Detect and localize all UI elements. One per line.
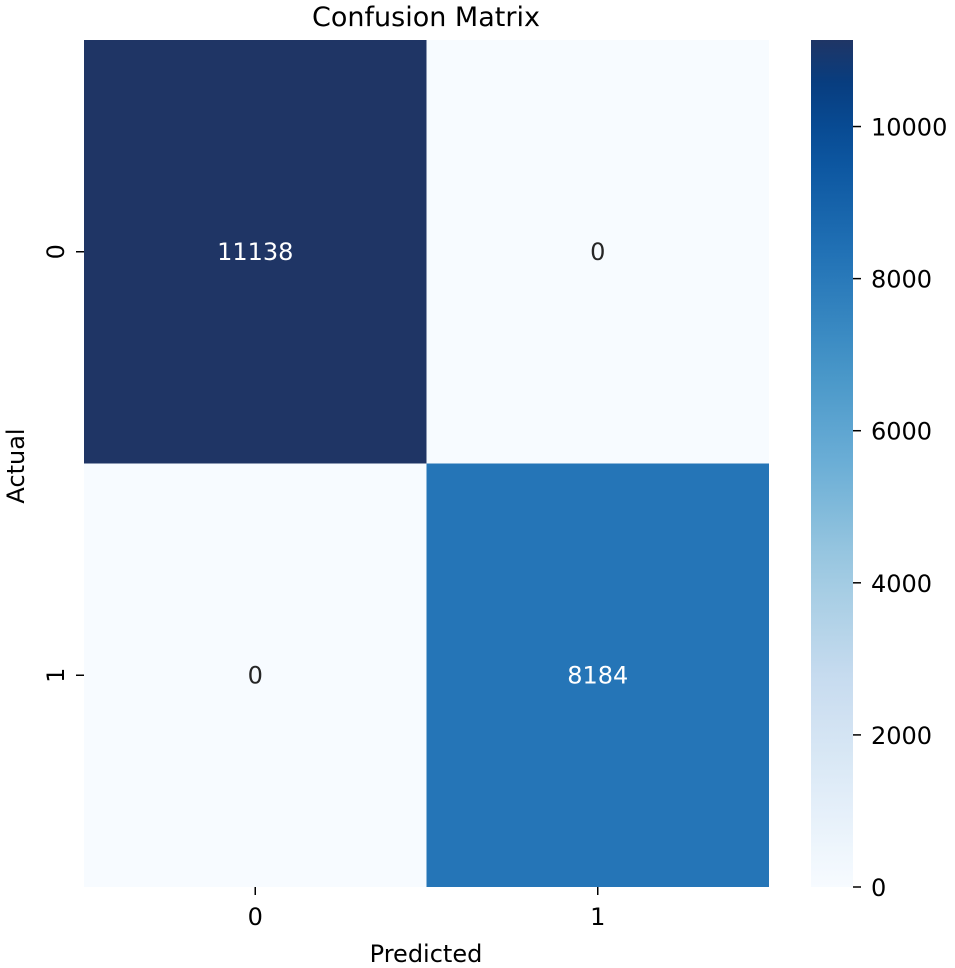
- colorbar-tick-label: 2000: [871, 722, 932, 750]
- y-axis-label: Actual: [2, 428, 30, 503]
- colorbar-tick-label: 0: [871, 874, 886, 902]
- colorbar: [811, 40, 853, 887]
- colorbar-tick-label: 10000: [871, 114, 947, 142]
- heatmap-cell: [84, 40, 427, 464]
- y-tick-label: 0: [42, 244, 70, 259]
- x-tick-label: 1: [590, 903, 605, 931]
- heatmap-cell-labels: 11138 0 0 8184: [217, 238, 628, 690]
- x-axis-label: Predicted: [370, 940, 483, 968]
- y-axis-ticks: 01: [42, 244, 84, 683]
- cell-value-label: 0: [248, 661, 263, 689]
- cell-value-label: 0: [590, 238, 605, 266]
- colorbar-ticks: 0 2000 4000 6000 8000 10000: [853, 114, 947, 902]
- chart-title: Confusion Matrix: [312, 2, 540, 33]
- cell-value-label: 8184: [567, 661, 628, 689]
- cell-value-label: 11138: [217, 238, 293, 266]
- heatmap-cells: [84, 40, 769, 887]
- y-tick-label: 1: [42, 668, 70, 683]
- heatmap-cell: [426, 463, 769, 887]
- colorbar-tick-label: 4000: [871, 570, 932, 598]
- colorbar-tick-label: 8000: [871, 266, 932, 294]
- heatmap-cell: [84, 463, 427, 887]
- colorbar-tick-label: 6000: [871, 418, 932, 446]
- x-tick-label: 0: [248, 903, 263, 931]
- heatmap-cell: [426, 40, 769, 464]
